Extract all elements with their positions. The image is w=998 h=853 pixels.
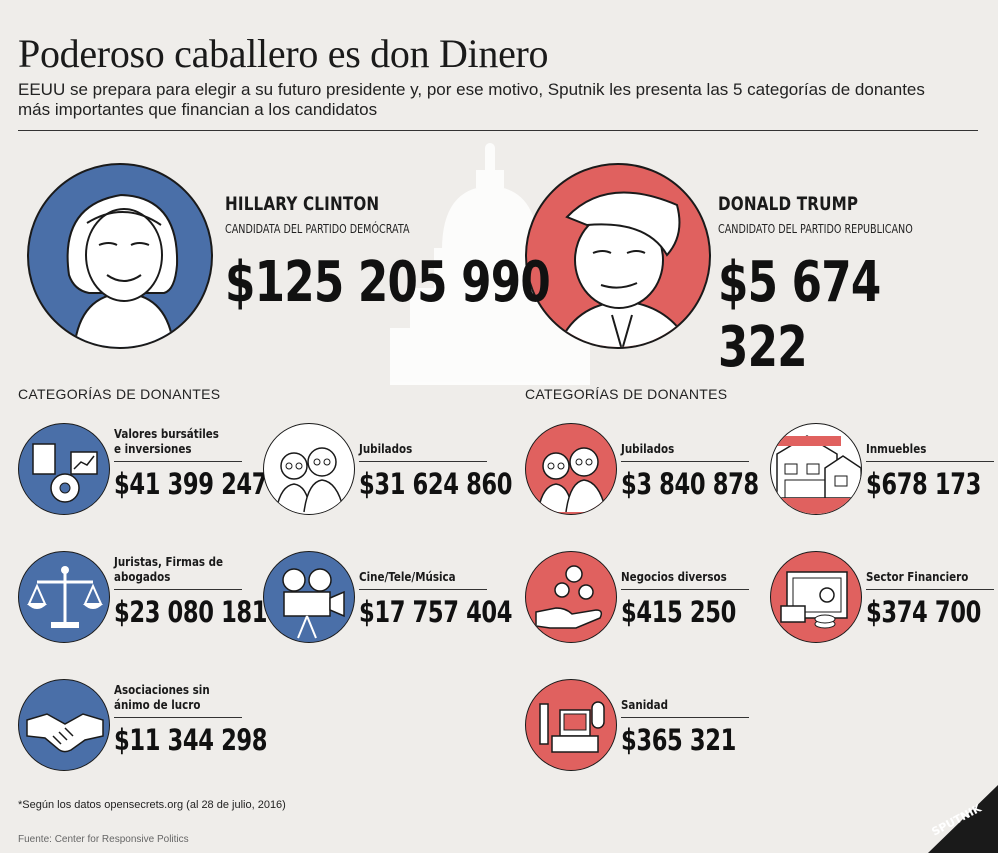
clinton-donor-retirees: Jubilados $31 624 860 (263, 423, 513, 523)
safe-icon (770, 551, 862, 643)
stock-chart-icon (18, 423, 110, 515)
donor-label: Inmuebles (866, 442, 927, 456)
capitol-silhouette (390, 143, 590, 385)
film-camera-icon (263, 551, 355, 643)
donor-amount: $11 344 298 (114, 723, 268, 757)
clinton-portrait (27, 163, 213, 349)
clinton-donor-stocks: Valores bursátiles e inversiones $41 399… (18, 423, 268, 523)
donor-label: Sanidad (621, 698, 669, 712)
donor-label: Asociaciones sin ánimo de lucro (114, 683, 210, 712)
retirees-icon (525, 423, 617, 515)
clinton-donor-film: Cine/Tele/Música $17 757 404 (263, 551, 513, 651)
page-title: Poderoso caballero es don Dinero (18, 31, 549, 76)
trump-role: CANDIDATO DEL PARTIDO REPUBLICANO (718, 222, 913, 236)
donor-label: Jubilados (359, 442, 413, 456)
clinton-role: CANDIDATA DEL PARTIDO DEMÓCRATA (225, 222, 410, 236)
donor-label: Juristas, Firmas de abogados (114, 555, 224, 584)
donor-amount: $374 700 (866, 595, 981, 629)
donor-amount: $23 080 181 (114, 595, 268, 629)
donor-label: Cine/Tele/Música (359, 570, 456, 584)
scales-icon (18, 551, 110, 643)
donor-label: Valores bursátiles e inversiones (114, 427, 219, 456)
trump-donor-realestate: Inmuebles $678 173 (770, 423, 998, 523)
trump-donor-health: Sanidad $365 321 (525, 679, 755, 779)
page-subtitle: EEUU se prepara para elegir a su futuro … (18, 80, 925, 119)
donor-amount: $415 250 (621, 595, 736, 629)
sputnik-logo: SPUTNIK (928, 785, 998, 853)
header-divider (18, 130, 978, 131)
handshake-icon (18, 679, 110, 771)
retirees-icon (263, 423, 355, 515)
trump-donor-business: Negocios diversos $415 250 (525, 551, 755, 651)
medical-icon (525, 679, 617, 771)
donor-amount: $31 624 860 (359, 467, 513, 501)
donor-amount: $17 757 404 (359, 595, 513, 629)
money-hand-icon (525, 551, 617, 643)
trump-name: DONALD TRUMP (718, 193, 859, 215)
donor-label: Sector Financiero (866, 570, 969, 584)
trump-portrait (525, 163, 711, 349)
clinton-categories-heading: CATEGORÍAS DE DONANTES (18, 386, 221, 402)
donor-amount: $41 399 247 (114, 467, 268, 501)
donor-label: Jubilados (621, 442, 675, 456)
source-credit: Fuente: Center for Responsive Politics (18, 834, 189, 845)
clinton-name: HILLARY CLINTON (225, 193, 380, 215)
clinton-total: $125 205 990 (225, 250, 551, 315)
donor-amount: $365 321 (621, 723, 736, 757)
clinton-donor-nonprofit: Asociaciones sin ánimo de lucro $11 344 … (18, 679, 268, 779)
footnote: *Según los datos opensecrets.org (al 28 … (18, 799, 286, 811)
trump-donor-retirees: Jubilados $3 840 878 (525, 423, 759, 523)
donor-amount: $3 840 878 (621, 467, 759, 501)
houses-icon (770, 423, 862, 515)
donor-amount: $678 173 (866, 467, 981, 501)
donor-label: Negocios diversos (621, 570, 727, 584)
trump-categories-heading: CATEGORÍAS DE DONANTES (525, 386, 728, 402)
trump-donor-finance: Sector Financiero $374 700 (770, 551, 998, 651)
trump-total: $5 674 322 (718, 250, 881, 380)
clinton-donor-lawyers: Juristas, Firmas de abogados $23 080 181 (18, 551, 268, 651)
